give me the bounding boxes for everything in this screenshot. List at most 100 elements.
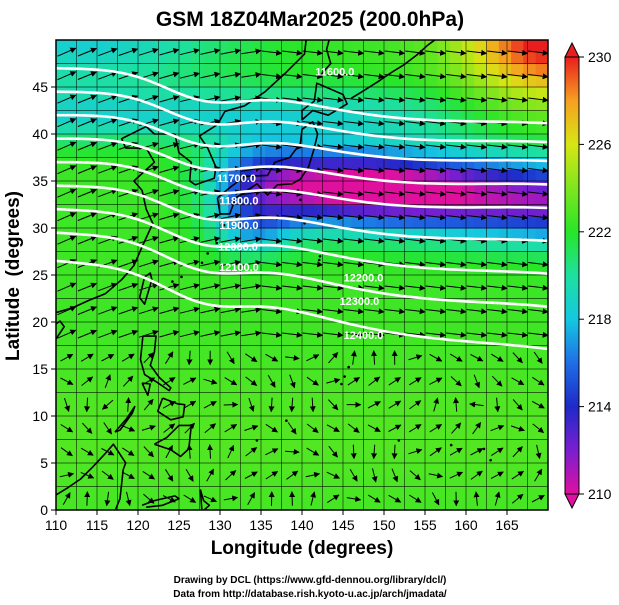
wind-arrow bbox=[512, 352, 523, 364]
wind-arrow bbox=[507, 96, 529, 103]
wind-arrow bbox=[405, 237, 426, 244]
wind-arrow bbox=[98, 118, 118, 127]
heat-cell bbox=[289, 275, 303, 288]
heat-cell bbox=[400, 416, 414, 429]
heat-cell bbox=[474, 275, 488, 288]
wind-arrow bbox=[405, 96, 426, 103]
heat-cell bbox=[179, 75, 192, 88]
heat-cell bbox=[326, 498, 340, 510]
heat-cell bbox=[363, 416, 377, 429]
heat-cell bbox=[228, 498, 242, 510]
heat-cell bbox=[535, 451, 548, 464]
heat-cell bbox=[203, 369, 217, 382]
heat-cell bbox=[289, 298, 303, 311]
heat-cell bbox=[486, 427, 500, 441]
wind-arrow bbox=[245, 376, 258, 386]
wind-arrow bbox=[224, 377, 238, 386]
heat-cell bbox=[117, 322, 131, 335]
heat-cell bbox=[240, 463, 254, 476]
wind-arrow bbox=[57, 329, 77, 339]
coastline bbox=[141, 382, 152, 397]
heat-cell bbox=[252, 498, 266, 510]
heat-cell bbox=[351, 345, 365, 358]
heat-cell bbox=[215, 416, 229, 429]
wind-arrow bbox=[487, 331, 508, 338]
wind-arrow bbox=[241, 189, 262, 196]
wind-arrow bbox=[384, 167, 406, 174]
heat-cell bbox=[351, 451, 365, 464]
heat-cell bbox=[535, 251, 548, 264]
heat-cell bbox=[80, 75, 94, 88]
heat-cell bbox=[326, 369, 340, 382]
heat-cell bbox=[277, 322, 291, 335]
heat-cell bbox=[215, 498, 229, 510]
heat-cell bbox=[326, 228, 340, 241]
heat-cell bbox=[375, 40, 389, 53]
wind-arrow bbox=[343, 331, 365, 338]
heat-cell bbox=[425, 169, 438, 182]
wind-arrow bbox=[121, 353, 135, 362]
heat-cell bbox=[437, 474, 451, 488]
wind-arrow bbox=[261, 167, 283, 174]
y-tick-label: 5 bbox=[40, 455, 48, 471]
heat-cell bbox=[486, 145, 500, 159]
wind-arrow bbox=[528, 96, 548, 103]
wind-arrow bbox=[487, 49, 508, 56]
wind-arrow bbox=[425, 167, 447, 174]
wind-arrow bbox=[302, 49, 324, 56]
heat-cell bbox=[240, 416, 254, 429]
heat-cell bbox=[68, 369, 82, 382]
heat-cell bbox=[240, 110, 254, 123]
wind-arrow bbox=[446, 49, 467, 56]
heat-cell bbox=[277, 251, 291, 264]
heat-cell bbox=[252, 98, 266, 112]
colorbar-tick-label: 230 bbox=[588, 49, 612, 65]
wind-arrow bbox=[98, 141, 118, 151]
heat-cell bbox=[363, 380, 377, 394]
heat-cell bbox=[474, 404, 488, 417]
wind-arrow bbox=[261, 237, 283, 244]
heat-cell bbox=[277, 404, 291, 417]
heat-cell bbox=[166, 310, 180, 323]
heat-cell bbox=[289, 392, 303, 405]
heat-cell bbox=[388, 192, 401, 206]
heat-cell bbox=[92, 310, 106, 323]
heat-cell bbox=[80, 345, 94, 358]
heat-cell bbox=[252, 51, 266, 65]
wind-arrow bbox=[282, 261, 303, 268]
heat-cell bbox=[240, 40, 254, 53]
heat-cell bbox=[314, 357, 328, 370]
heat-cell bbox=[486, 451, 500, 464]
heat-cell bbox=[203, 51, 217, 65]
heat-cell bbox=[240, 251, 254, 264]
heat-cell bbox=[105, 216, 119, 229]
island bbox=[489, 458, 492, 462]
heat-cell bbox=[154, 369, 168, 382]
wind-arrow bbox=[487, 261, 508, 268]
wind-arrow bbox=[165, 444, 173, 459]
wind-arrow bbox=[391, 468, 399, 483]
heat-cell bbox=[56, 157, 69, 170]
heat-cell bbox=[461, 275, 475, 288]
heat-cell bbox=[486, 75, 500, 88]
heat-cell bbox=[461, 427, 475, 441]
heat-cell bbox=[228, 310, 242, 323]
heat-cell bbox=[166, 486, 180, 499]
wind-arrow bbox=[425, 73, 447, 80]
heat-cell bbox=[203, 75, 217, 88]
heat-cell bbox=[326, 134, 340, 147]
heat-cell bbox=[425, 192, 438, 206]
heat-cell bbox=[486, 98, 500, 112]
heat-cell bbox=[511, 169, 524, 182]
heat-cell bbox=[498, 392, 512, 405]
heat-cell bbox=[105, 474, 119, 488]
heat-cell bbox=[511, 275, 524, 288]
wind-arrow bbox=[487, 190, 508, 197]
heat-cell bbox=[215, 369, 229, 382]
wind-arrow bbox=[466, 190, 488, 197]
heat-cell bbox=[498, 439, 512, 452]
heat-cell bbox=[240, 122, 254, 135]
heat-cell bbox=[179, 322, 192, 335]
heat-cell bbox=[142, 474, 155, 488]
heat-cell bbox=[240, 380, 254, 394]
